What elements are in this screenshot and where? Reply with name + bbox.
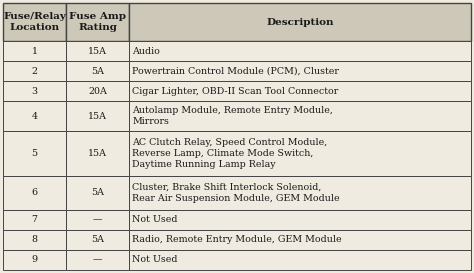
Text: 15A: 15A	[88, 47, 107, 56]
Text: 20A: 20A	[88, 87, 107, 96]
Text: 7: 7	[32, 215, 37, 224]
Bar	[3, 230, 66, 250]
Bar	[66, 101, 129, 132]
Bar	[66, 81, 129, 101]
Bar	[66, 210, 129, 230]
Bar	[129, 61, 471, 81]
Bar	[129, 176, 471, 210]
Text: 2: 2	[32, 67, 37, 76]
Text: Not Used: Not Used	[132, 215, 178, 224]
Text: 5A: 5A	[91, 67, 104, 76]
Text: 8: 8	[32, 235, 37, 244]
Bar	[66, 176, 129, 210]
Text: Fuse/Relay
Location: Fuse/Relay Location	[3, 12, 66, 32]
Bar	[66, 61, 129, 81]
Bar	[66, 41, 129, 61]
Bar	[3, 250, 66, 270]
Text: 5: 5	[32, 149, 37, 158]
Text: Description: Description	[266, 17, 334, 26]
Text: Audio: Audio	[132, 47, 160, 56]
Text: —: —	[93, 256, 102, 265]
Text: Fuse Amp
Rating: Fuse Amp Rating	[69, 12, 126, 32]
Bar	[129, 250, 471, 270]
Bar	[129, 81, 471, 101]
Bar	[3, 176, 66, 210]
Bar	[129, 41, 471, 61]
Bar	[3, 3, 66, 41]
Text: Powertrain Control Module (PCM), Cluster: Powertrain Control Module (PCM), Cluster	[132, 67, 339, 76]
Text: 3: 3	[32, 87, 37, 96]
Bar	[3, 81, 66, 101]
Text: Radio, Remote Entry Module, GEM Module: Radio, Remote Entry Module, GEM Module	[132, 235, 342, 244]
Text: 1: 1	[32, 47, 37, 56]
Bar	[129, 3, 471, 41]
Text: 15A: 15A	[88, 112, 107, 121]
Bar	[3, 41, 66, 61]
Text: Cluster, Brake Shift Interlock Solenoid,
Rear Air Suspension Module, GEM Module: Cluster, Brake Shift Interlock Solenoid,…	[132, 183, 340, 203]
Bar	[129, 210, 471, 230]
Bar	[129, 132, 471, 176]
Text: 5A: 5A	[91, 235, 104, 244]
Text: 5A: 5A	[91, 188, 104, 197]
Text: 6: 6	[32, 188, 37, 197]
Text: 4: 4	[32, 112, 37, 121]
Text: Autolamp Module, Remote Entry Module,
Mirrors: Autolamp Module, Remote Entry Module, Mi…	[132, 106, 333, 126]
Bar	[129, 101, 471, 132]
Text: Not Used: Not Used	[132, 256, 178, 265]
Bar	[3, 132, 66, 176]
Text: 9: 9	[32, 256, 37, 265]
Text: AC Clutch Relay, Speed Control Module,
Reverse Lamp, Climate Mode Switch,
Daytim: AC Clutch Relay, Speed Control Module, R…	[132, 138, 328, 169]
Bar	[3, 210, 66, 230]
Text: Cigar Lighter, OBD-II Scan Tool Connector: Cigar Lighter, OBD-II Scan Tool Connecto…	[132, 87, 338, 96]
Bar	[129, 230, 471, 250]
Text: —: —	[93, 215, 102, 224]
Bar	[3, 61, 66, 81]
Text: 15A: 15A	[88, 149, 107, 158]
Bar	[66, 230, 129, 250]
Bar	[66, 250, 129, 270]
Bar	[66, 132, 129, 176]
Bar	[3, 101, 66, 132]
Bar	[66, 3, 129, 41]
